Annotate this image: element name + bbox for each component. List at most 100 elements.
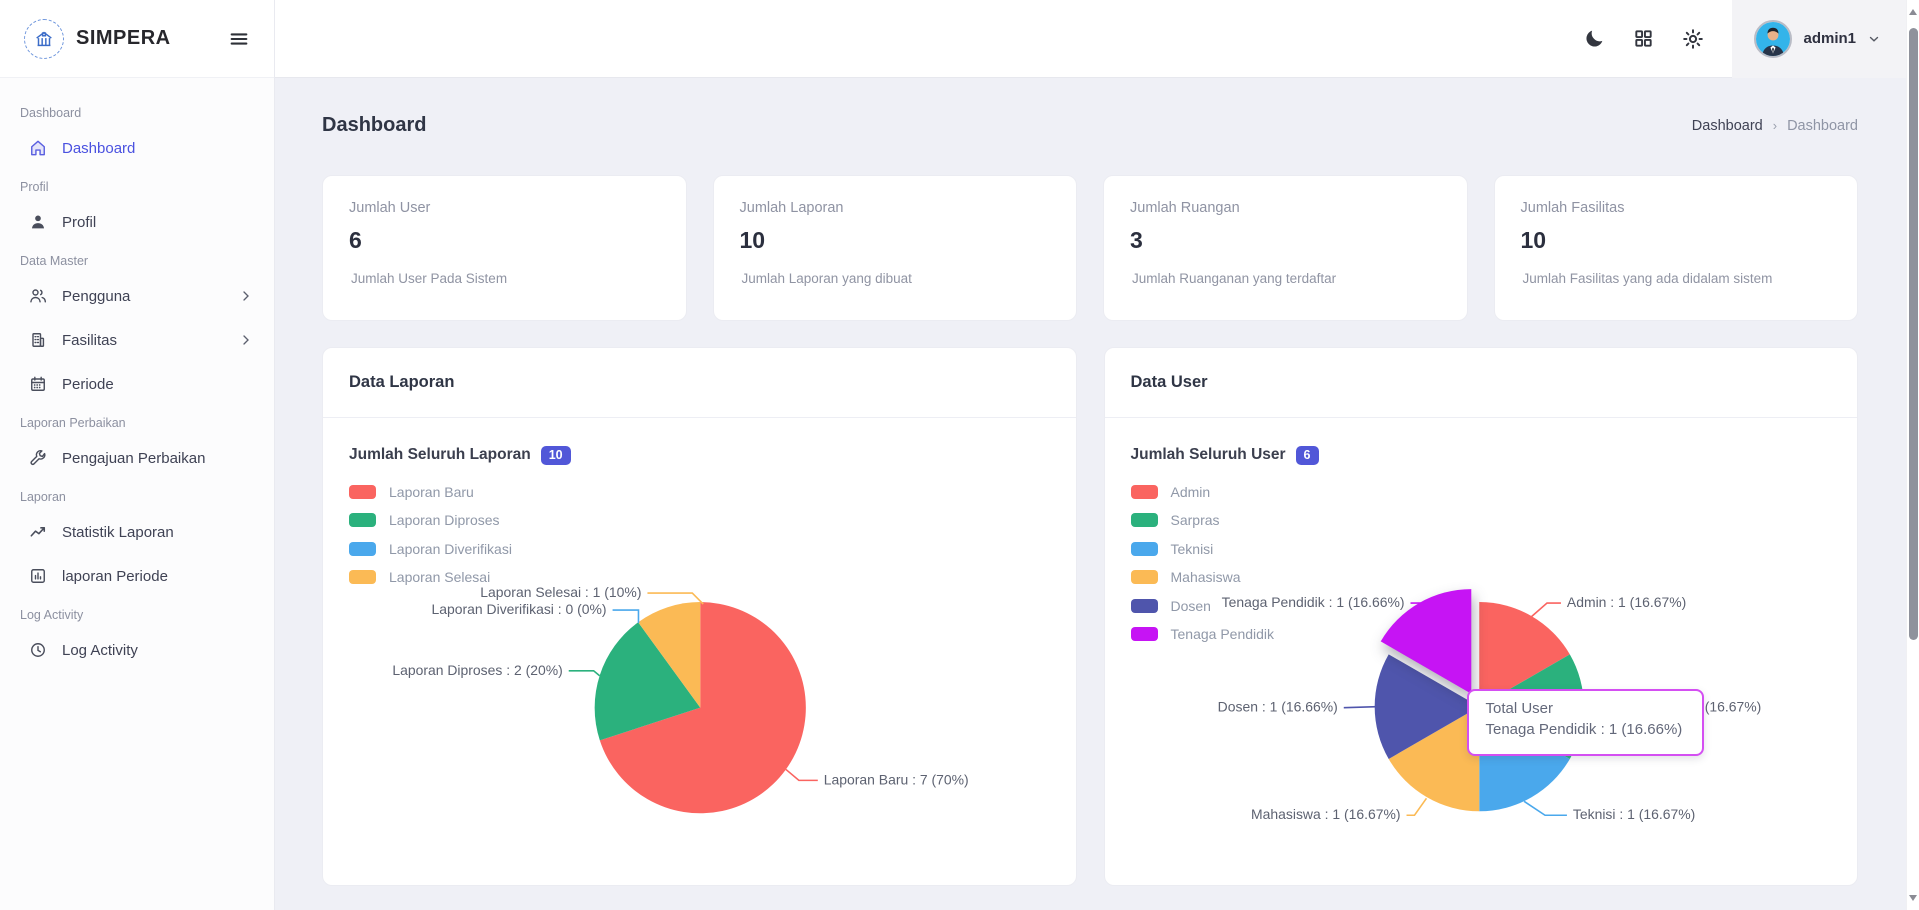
tooltip-title: Total User <box>1485 700 1554 717</box>
sidebar-item-periode[interactable]: Periode <box>0 362 274 406</box>
legend-item: Mahasiswa <box>1130 569 1275 585</box>
legend-color-chip <box>349 570 376 584</box>
legend-item: Laporan Baru <box>349 484 512 500</box>
nav-section-label: Log Activity <box>20 608 84 622</box>
stat-title: Jumlah Ruangan <box>1130 200 1240 216</box>
callout-line-mahasiswa <box>1406 797 1427 817</box>
callout-label: Laporan Diverifikasi : 0 (0%) <box>432 601 607 617</box>
scroll-up-arrow[interactable] <box>1909 9 1917 15</box>
settings-gear-icon[interactable] <box>1681 27 1705 51</box>
nav-section-label: Profil <box>20 180 49 194</box>
apps-grid-icon[interactable] <box>1632 27 1655 50</box>
legend-color-chip <box>1130 484 1158 499</box>
tooltip-value: Tenaga Pendidik : 1 (16.66%) <box>1485 721 1683 738</box>
legend: Laporan Baru Laporan Diproses Laporan Di… <box>349 484 512 585</box>
building-icon <box>28 330 48 350</box>
username: admin1 <box>1803 30 1856 47</box>
sidebar-item-pengguna[interactable]: Pengguna <box>0 274 274 318</box>
bar-chart-icon <box>28 566 48 586</box>
pie-slice-admin[interactable] <box>1478 602 1570 707</box>
chevron-right-icon <box>238 288 254 304</box>
sidebar: SIMPERA Dashboard Dashboard Profil Profi… <box>0 0 275 910</box>
nav-section-label: Data Master <box>20 254 89 268</box>
breadcrumb-link[interactable]: Dashboard <box>1691 117 1763 134</box>
callout-label: Laporan Selesai : 1 (10%) <box>480 584 641 600</box>
chevron-right-icon <box>238 332 254 348</box>
callout-label: Dosen : 1 (16.66%) <box>1217 699 1337 715</box>
legend-color-chip <box>1130 598 1158 613</box>
pie-slice-mahasiswa[interactable] <box>1388 706 1479 812</box>
sidebar-item-label: Periode <box>62 375 114 393</box>
stat-value: 10 <box>739 227 766 253</box>
pie-slice-laporan-baru[interactable] <box>599 602 806 814</box>
pie-slice-laporan-selesai[interactable] <box>638 602 701 708</box>
legend-item: Teknisi <box>1130 541 1275 557</box>
user-icon <box>28 212 48 232</box>
legend: Admin Sarpras Teknisi Mahasiswa <box>1130 484 1275 642</box>
wrench-icon <box>28 448 48 468</box>
callout-line-diproses <box>568 670 601 677</box>
sidebar-item-pengajuan-perbaikan[interactable]: Pengajuan Perbaikan <box>0 436 274 480</box>
stat-card-jumlah-laporan: Jumlah Laporan 10 Jumlah Laporan yang di… <box>712 175 1077 321</box>
callout-label: Teknisi : 1 (16.67%) <box>1572 806 1694 822</box>
stat-card-jumlah-ruangan: Jumlah Ruangan 3 Jumlah Ruanganan yang t… <box>1103 175 1468 321</box>
legend-item: Laporan Selesai <box>349 569 512 585</box>
sidebar-item-log-activity[interactable]: Log Activity <box>0 628 274 672</box>
scrollbar-thumb[interactable] <box>1908 28 1918 640</box>
callout-label: Mahasiswa : 1 (16.67%) <box>1251 806 1401 822</box>
stat-subtitle: Jumlah Fasilitas yang ada didalam sistem <box>1522 271 1773 286</box>
callout-line-teknisi <box>1523 800 1567 817</box>
nav-section-label: Dashboard <box>20 106 82 120</box>
users-icon <box>28 286 48 306</box>
sidebar-item-laporan-periode[interactable]: laporan Periode <box>0 554 274 598</box>
dark-mode-icon[interactable] <box>1583 27 1606 50</box>
stat-value: 6 <box>349 227 362 253</box>
total-badge: 6 <box>1295 446 1319 465</box>
legend-item: Laporan Diproses <box>349 512 512 528</box>
chevron-down-icon <box>1867 32 1881 46</box>
pie-slice-laporan-diproses[interactable] <box>594 622 701 741</box>
page-title: Dashboard <box>322 114 427 136</box>
user-menu[interactable]: admin1 <box>1732 0 1907 78</box>
sidebar-item-label: Pengguna <box>62 287 131 305</box>
pie-slice-dosen[interactable] <box>1374 654 1479 759</box>
legend-color-chip <box>1130 627 1158 641</box>
callout-line-diverifikasi <box>612 609 640 623</box>
legend-color-chip <box>1130 513 1158 527</box>
sidebar-item-fasilitas[interactable]: Fasilitas <box>0 318 274 362</box>
data-user-card: Data User Jumlah Seluruh User 6 Admin Sa… <box>1103 347 1858 886</box>
sidebar-nav: Dashboard Dashboard Profil Profil Data M… <box>0 78 274 672</box>
stat-value: 3 <box>1130 227 1143 253</box>
sidebar-header: SIMPERA <box>0 0 274 78</box>
sidebar-item-dashboard[interactable]: Dashboard <box>0 126 274 170</box>
nav-section-label: Laporan <box>20 490 66 504</box>
sidebar-item-label: Profil <box>62 213 97 231</box>
total-badge: 10 <box>540 446 571 465</box>
stats-grid: Jumlah User 6 Jumlah User Pada Sistem Ju… <box>322 175 1858 321</box>
trend-chart-icon <box>28 522 48 542</box>
callout-label: Laporan Diproses : 2 (20%) <box>392 662 562 678</box>
app-logo-icon <box>24 18 64 59</box>
vertical-scrollbar[interactable] <box>1906 0 1919 910</box>
data-laporan-card: Data Laporan Jumlah Seluruh Laporan 10 L… <box>322 347 1077 886</box>
topbar: admin1 <box>275 0 1907 78</box>
legend-color-chip <box>349 541 376 556</box>
sidebar-item-label: Log Activity <box>62 641 138 659</box>
sidebar-item-profil[interactable]: Profil <box>0 200 274 244</box>
calendar-icon <box>28 374 48 394</box>
legend-color-chip <box>349 484 376 499</box>
avatar <box>1754 19 1793 58</box>
stat-card-jumlah-fasilitas: Jumlah Fasilitas 10 Jumlah Fasilitas yan… <box>1493 175 1858 321</box>
stat-title: Jumlah Fasilitas <box>1520 200 1625 216</box>
legend-item: Sarpras <box>1130 512 1275 528</box>
hamburger-menu-icon[interactable] <box>228 28 250 50</box>
callout-line-dosen <box>1343 705 1377 709</box>
stat-title: Jumlah User <box>349 200 431 216</box>
scroll-down-arrow[interactable] <box>1909 895 1917 901</box>
stat-subtitle: Jumlah User Pada Sistem <box>351 271 508 286</box>
app-name: SIMPERA <box>76 27 171 49</box>
pie-slice-tenaga-pendidik[interactable] <box>1380 589 1471 694</box>
sidebar-item-statistik-laporan[interactable]: Statistik Laporan <box>0 510 274 554</box>
sidebar-item-label: laporan Periode <box>62 567 168 585</box>
breadcrumb-separator: › <box>1772 118 1778 133</box>
